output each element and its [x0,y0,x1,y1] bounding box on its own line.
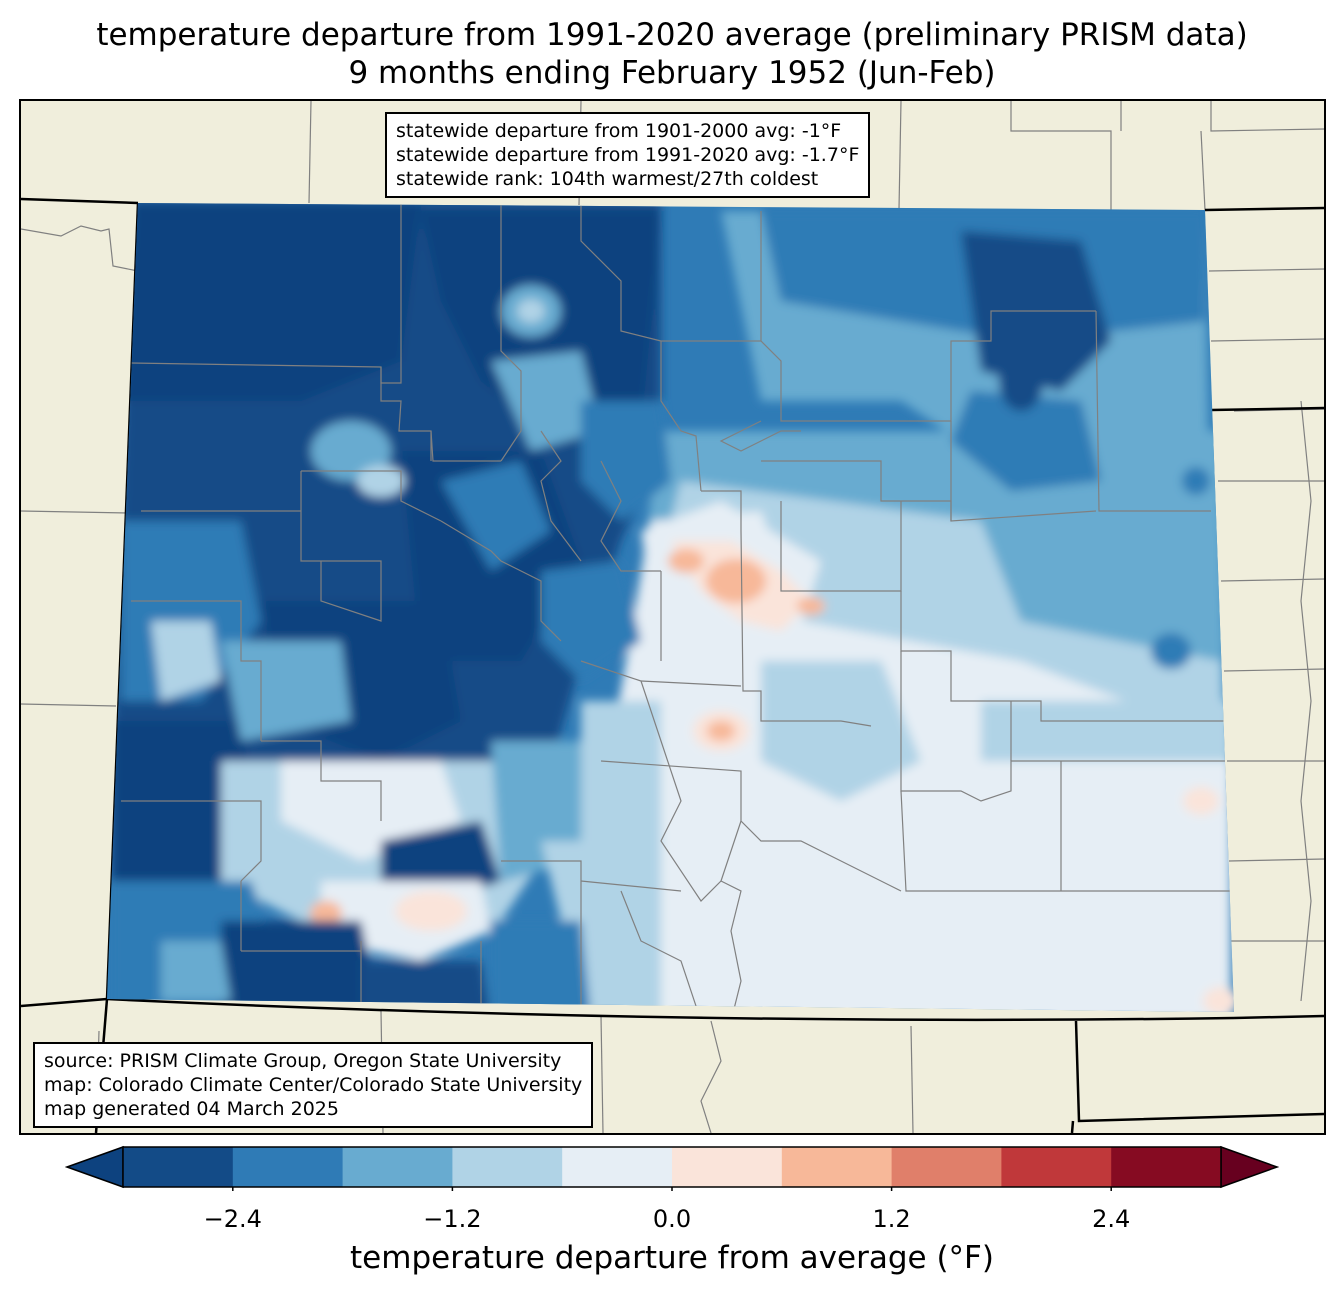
stats-line: statewide departure from 1901-2000 avg: … [396,120,842,142]
colorbar-tick-label: −2.4 [203,1205,262,1233]
colorbar-bin [1111,1147,1222,1187]
colorbar-label: temperature departure from average (°F) [350,1240,994,1276]
colorbar-bin [672,1147,783,1187]
colorbar-bin [232,1147,344,1187]
map-title-line1: temperature departure from 1991-2020 ave… [96,17,1248,53]
colorado-temperature-map [21,101,1324,1133]
temperature-field [107,203,1234,1012]
stats-line: statewide departure from 1991-2020 avg: … [396,144,860,166]
colorbar-bin [891,1147,1002,1187]
colorbar-extend-high [1220,1145,1279,1189]
colorbar-tick-label: 1.2 [872,1205,911,1233]
credits-box: source: PRISM Climate Group, Oregon Stat… [33,1042,594,1128]
colorbar-bin [452,1147,563,1187]
colorbar-bin [781,1147,893,1187]
credits-line: map: Colorado Climate Center/Colorado St… [44,1074,583,1096]
colorbar-tick-label: 2.4 [1092,1205,1131,1233]
map-title-line2: 9 months ending February 1952 (Jun-Feb) [348,55,996,91]
stats-line: statewide rank: 104th warmest/27th colde… [396,168,819,190]
map-panel: statewide departure from 1901-2000 avg: … [19,99,1326,1135]
colorbar-extend-low [65,1145,124,1189]
colorbar-bin [123,1147,234,1187]
colorbar-tick-label: 0.0 [652,1205,692,1233]
statewide-stats-box: statewide departure from 1901-2000 avg: … [385,112,871,198]
colorbar-bin [562,1147,673,1187]
colorbar-bin [1001,1147,1112,1187]
colorbar-bin [342,1147,453,1187]
credits-line: map generated 04 March 2025 [44,1098,339,1120]
county-lines [121,203,1231,1012]
credits-line: source: PRISM Climate Group, Oregon Stat… [44,1050,562,1072]
colorbar-tick-label: −1.2 [423,1205,482,1233]
colorbar [65,1145,1279,1191]
